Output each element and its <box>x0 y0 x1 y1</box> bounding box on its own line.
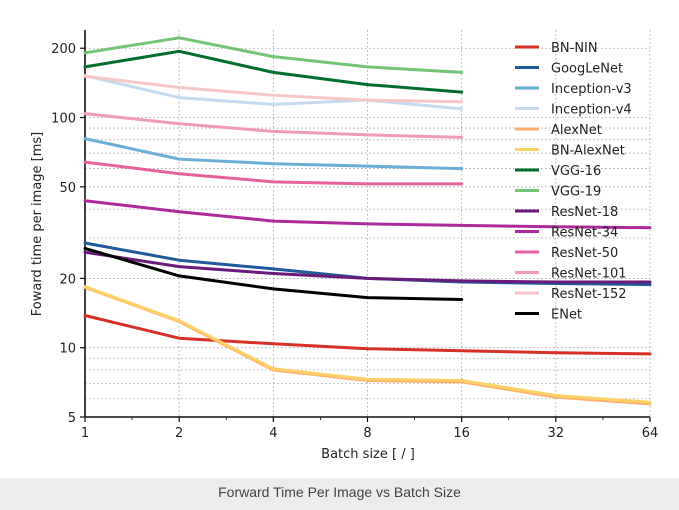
x-tick-label: 64 <box>642 426 659 441</box>
series-line-bn-nin <box>83 314 652 356</box>
legend-label-bn-nin: BN-NIN <box>551 41 598 56</box>
series-line-enet <box>83 246 464 301</box>
series-line-resnet-18 <box>83 250 652 284</box>
legend-label-inception-v4: Inception-v4 <box>551 103 632 118</box>
y-tick-label: 200 <box>51 42 76 57</box>
legend: BN-NIN GoogLeNet Inception-v3 Inception-v4 A… <box>515 41 632 323</box>
legend-label-resnet-18: ResNet-18 <box>551 205 618 220</box>
x-tick-label: 8 <box>363 426 371 441</box>
y-tick-label: 50 <box>59 181 76 196</box>
y-tick-label: 10 <box>59 342 76 357</box>
caption-bar: Forward Time Per Image vs Batch Size <box>0 478 679 510</box>
axes: 1 2 4 8 16 32 64 5 10 20 50 100 200 <box>51 30 658 441</box>
y-tick-label: 20 <box>59 272 76 287</box>
series-lines <box>83 36 652 406</box>
legend-label-googlenet: GoogLeNet <box>551 62 623 77</box>
y-tick-label: 5 <box>68 411 76 426</box>
legend-label-bn-alexnet: BN-AlexNet <box>551 144 625 159</box>
y-axis-label: Foward time per image [ms] <box>30 132 45 317</box>
x-tick-label: 32 <box>548 426 565 441</box>
y-tick-label: 100 <box>51 112 76 127</box>
legend-label-resnet-34: ResNet-34 <box>551 226 618 241</box>
chart-area: 1 2 4 8 16 32 64 5 10 20 50 100 200 BN-NIN GoogLeNet I… <box>30 30 658 462</box>
legend-label-alexnet: AlexNet <box>551 123 602 138</box>
legend-label-vgg-19: VGG-19 <box>551 185 601 200</box>
x-tick-label: 16 <box>453 426 470 441</box>
series-line-resnet-101 <box>83 112 464 139</box>
series-line-vgg-16 <box>83 49 464 94</box>
series-line-resnet-34 <box>83 199 652 230</box>
legend-label-resnet-101: ResNet-101 <box>551 267 627 282</box>
legend-label-resnet-50: ResNet-50 <box>551 246 618 261</box>
series-line-inception-v4 <box>83 74 464 111</box>
x-tick-label: 1 <box>81 426 89 441</box>
series-line-resnet-50 <box>83 160 464 186</box>
x-axis-label: Batch size [ / ] <box>321 447 415 462</box>
series-line-bn-alexnet <box>83 285 652 404</box>
series-line-resnet-152 <box>83 74 464 104</box>
x-tick-label: 2 <box>175 426 183 441</box>
figure-caption: Forward Time Per Image vs Batch Size <box>218 484 461 500</box>
legend-label-enet: ENet <box>551 308 582 323</box>
series-line-inception-v3 <box>83 137 464 171</box>
x-tick-label: 4 <box>269 426 277 441</box>
legend-label-resnet-152: ResNet-152 <box>551 287 627 302</box>
legend-label-vgg-16: VGG-16 <box>551 164 601 179</box>
forward-time-chart: 1 2 4 8 16 32 64 5 10 20 50 100 200 BN-NIN GoogLeNet I… <box>30 30 658 462</box>
series-line-vgg-19 <box>83 36 464 74</box>
legend-label-inception-v3: Inception-v3 <box>551 82 632 97</box>
